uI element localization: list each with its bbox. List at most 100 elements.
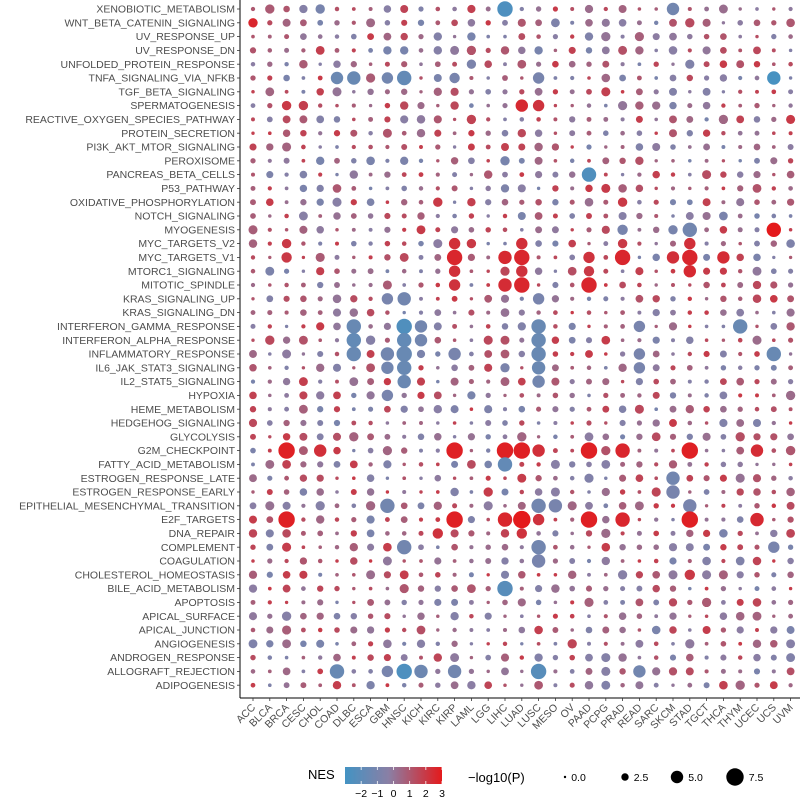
dot-spermatogenesis-meso bbox=[553, 103, 558, 108]
dot-wnt-beta-catenin-signaling-acc bbox=[248, 18, 258, 28]
dot-hypoxia-ov bbox=[569, 392, 575, 399]
dot-complement-kirc bbox=[435, 545, 440, 550]
dot-spermatogenesis-luad bbox=[515, 99, 528, 112]
dot-protein-secretion-thym bbox=[737, 130, 743, 136]
dot-uv-response-dn-luad bbox=[518, 46, 526, 55]
dot-apoptosis-skcm bbox=[668, 598, 678, 607]
dot-apoptosis-prad bbox=[620, 599, 626, 605]
dot-hypoxia-meso bbox=[552, 392, 559, 399]
y-tick-label: NOTCH_SIGNALING bbox=[135, 211, 235, 223]
dot-apoptosis-chol bbox=[317, 599, 324, 606]
dot-xenobiotic-metabolism-coad bbox=[334, 6, 340, 12]
dot-dna-repair-ov bbox=[570, 531, 574, 536]
dot-e2f-targets-ucs bbox=[772, 517, 776, 522]
dot-inflammatory-response-esca bbox=[366, 350, 375, 358]
dot-kras-signaling-dn-paad bbox=[586, 310, 592, 315]
dot-apical-surface-sarc bbox=[654, 614, 659, 619]
dot-mtorc1-signaling-blca bbox=[265, 266, 275, 276]
dot-unfolded-protein-response-read bbox=[637, 62, 642, 67]
dot-cholesterol-homeostasis-kich bbox=[418, 572, 424, 578]
dot-coagulation-thca bbox=[721, 558, 726, 564]
dot-dna-repair-blca bbox=[265, 529, 274, 538]
dot-interferon-gamma-response-kich bbox=[414, 320, 428, 333]
dot-interferon-gamma-response-kirc bbox=[433, 322, 442, 331]
dot-pi3k-akt-mtor-signaling-esca bbox=[368, 144, 373, 150]
dot-adipogenesis-prad bbox=[620, 682, 625, 688]
dot-apical-surface-lusc bbox=[536, 614, 541, 618]
dot-allograft-rejection-uvm bbox=[786, 667, 795, 676]
dot-myc-targets-v1-laml bbox=[467, 253, 476, 262]
dot-interferon-alpha-response-paad bbox=[585, 337, 593, 344]
dot-androgen-response-kirp bbox=[450, 653, 460, 663]
dot-unfolded-protein-response-coad bbox=[333, 60, 341, 68]
dot-p53-pathway-pcpg bbox=[601, 183, 611, 193]
y-tick-label: BILE_ACID_METABOLISM bbox=[107, 583, 235, 595]
dot-androgen-response-read bbox=[637, 655, 642, 660]
dot-peroxisome-hnsc bbox=[400, 156, 409, 165]
dot-pi3k-akt-mtor-signaling-pcpg bbox=[604, 145, 608, 149]
size-legend-label: 2.5 bbox=[634, 772, 649, 784]
dot-protein-secretion-thca bbox=[721, 131, 726, 136]
dot-uv-response-up-acc bbox=[251, 34, 255, 39]
dot-myogenesis-pcpg bbox=[601, 225, 610, 234]
dot-coagulation-hnsc bbox=[402, 559, 406, 563]
dot-hedgehog-signaling-read bbox=[636, 420, 642, 426]
dot-hypoxia-laml bbox=[467, 391, 476, 400]
dot-kras-signaling-dn-lusc bbox=[536, 310, 541, 315]
dot-xenobiotic-metabolism-kirp bbox=[452, 6, 457, 12]
dot-heme-metabolism-laml bbox=[469, 407, 474, 411]
dot-uv-response-up-skcm bbox=[669, 32, 677, 41]
dot-allograft-rejection-ucs bbox=[771, 669, 776, 674]
dot-mtorc1-signaling-acc bbox=[250, 268, 256, 274]
dot-pancreas-beta-cells-kich bbox=[418, 172, 424, 177]
dot-mitotic-spindle-hnsc bbox=[402, 283, 407, 287]
dot-estrogen-response-early-kirp bbox=[450, 487, 459, 497]
dot-mitotic-spindle-thym bbox=[737, 282, 744, 288]
dot-mitotic-spindle-kich bbox=[418, 282, 424, 288]
dot-interferon-gamma-response-meso bbox=[553, 324, 558, 329]
dot-glycolysis-esca bbox=[367, 433, 375, 441]
dot-coagulation-tgct bbox=[702, 556, 711, 566]
dot-fatty-acid-metabolism-acc bbox=[251, 462, 255, 467]
dot-allograft-rejection-ucec bbox=[753, 668, 761, 675]
dot-myogenesis-acc bbox=[248, 225, 258, 235]
dot-myogenesis-laml bbox=[468, 226, 475, 233]
dot-interferon-alpha-response-lihc bbox=[500, 335, 510, 345]
dot-e2f-targets-chol bbox=[316, 515, 325, 524]
dot-p53-pathway-lgg bbox=[485, 185, 491, 192]
dot-estrogen-response-early-laml bbox=[469, 490, 474, 494]
dot-oxidative-phosphorylation-meso bbox=[552, 199, 559, 206]
dot-tgf-beta-signaling-kich bbox=[419, 90, 423, 94]
dot-uv-response-dn-lusc bbox=[534, 46, 543, 55]
dot-tgf-beta-signaling-brca bbox=[284, 89, 289, 94]
dot-angiogenesis-tgct bbox=[704, 641, 709, 646]
dot-complement-chol bbox=[318, 545, 322, 549]
dot-uv-response-dn-tgct bbox=[702, 46, 711, 55]
dot-apical-surface-kich bbox=[417, 612, 425, 620]
dot-interferon-gamma-response-thca bbox=[721, 324, 726, 329]
dot-allograft-rejection-esca bbox=[368, 669, 373, 674]
dot-pancreas-beta-cells-paad bbox=[581, 167, 597, 182]
dot-complement-ucec bbox=[754, 544, 760, 550]
dot-g2m-checkpoint-brca bbox=[278, 442, 295, 459]
dot-tgf-beta-signaling-ucs bbox=[771, 89, 777, 95]
dot-e2f-targets-gbm bbox=[384, 517, 390, 523]
dot-tnfa-signaling-via-nfkb-tgct bbox=[703, 75, 710, 81]
dot-spermatogenesis-coad bbox=[335, 103, 339, 108]
dot-kras-signaling-up-prad bbox=[620, 296, 625, 301]
dot-spermatogenesis-dlbc bbox=[351, 103, 356, 108]
dot-tgf-beta-signaling-ov bbox=[569, 89, 575, 95]
dot-epithelial-mesenchymal-transition-uvm bbox=[786, 501, 795, 510]
dot-dna-repair-skcm bbox=[670, 530, 676, 536]
dot-hypoxia-uvm bbox=[785, 390, 796, 401]
dot-estrogen-response-late-ov bbox=[569, 475, 575, 481]
dot-p53-pathway-coad bbox=[332, 184, 342, 193]
dot-p53-pathway-lusc bbox=[536, 186, 541, 191]
dot-allograft-rejection-read bbox=[633, 665, 646, 678]
dot-bile-acid-metabolism-read bbox=[636, 585, 643, 592]
dot-peroxisome-thca bbox=[721, 159, 726, 163]
dot-e2f-targets-paad bbox=[580, 511, 598, 528]
dot-myc-targets-v1-thym bbox=[736, 253, 744, 262]
dot-dna-repair-coad bbox=[335, 531, 339, 536]
dot-pancreas-beta-cells-kirp bbox=[452, 172, 458, 178]
